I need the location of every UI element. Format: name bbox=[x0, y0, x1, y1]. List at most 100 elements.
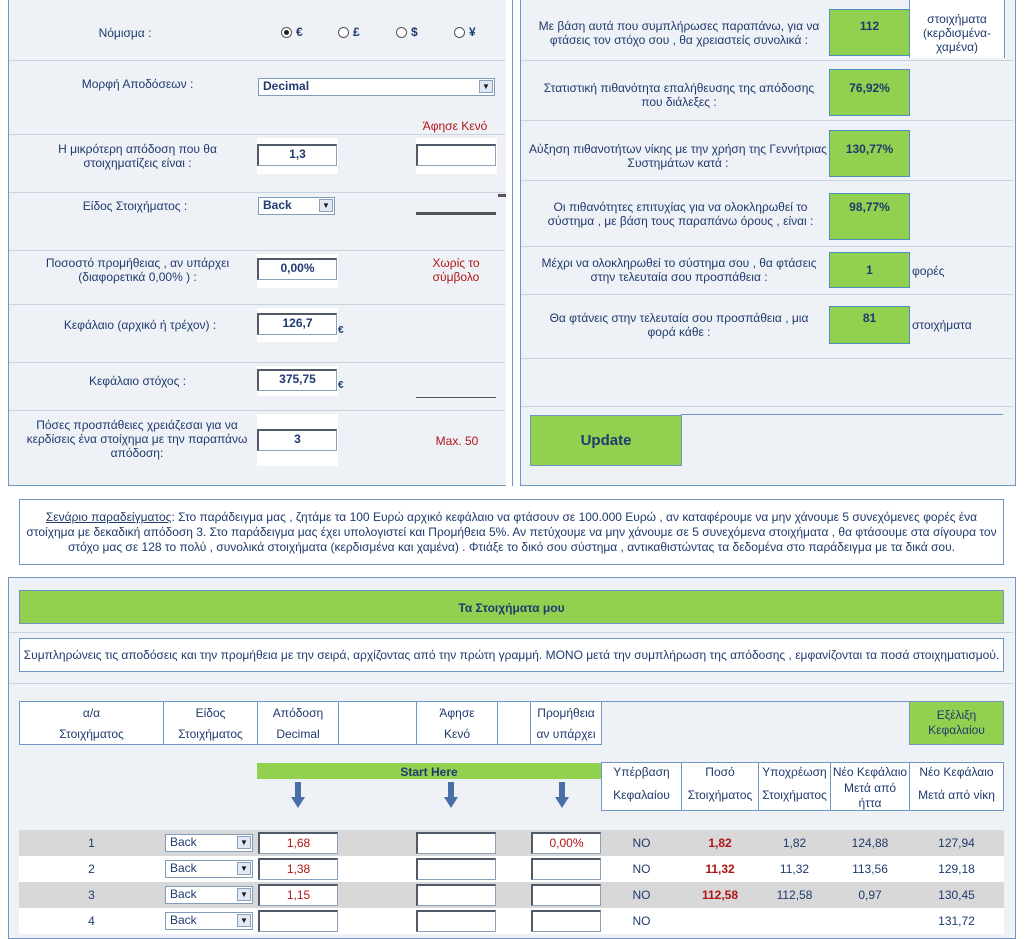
currency-label: Νόμισμα : bbox=[98, 26, 152, 40]
times-unit: φορές bbox=[912, 264, 945, 278]
subheader-win-1: Νέο Κεφάλαιο bbox=[919, 765, 994, 779]
row-blank-input[interactable] bbox=[416, 884, 496, 906]
currency-radio-euro[interactable] bbox=[281, 27, 292, 38]
times-value: 1 bbox=[866, 263, 873, 277]
currency-radio-yen[interactable] bbox=[454, 27, 465, 38]
odds-format-label: Μορφή Αποδόσεων : bbox=[81, 77, 194, 91]
row-bet-type-select[interactable]: Back ▼ bbox=[165, 912, 253, 930]
header-commission-1: Προμήθεια bbox=[537, 706, 595, 720]
subheader-liability-1: Υποχρέωση bbox=[762, 765, 827, 779]
start-here-bar bbox=[257, 763, 601, 779]
example-body: : Στο παράδειγμα μας , ζητάμε τα 100 Ευρ… bbox=[26, 510, 997, 554]
currency-dollar-label: $ bbox=[411, 25, 418, 39]
subheader-amount-1: Ποσό bbox=[705, 765, 735, 779]
header-odds-2: Decimal bbox=[276, 727, 320, 741]
row-blank-input[interactable] bbox=[416, 910, 496, 932]
currency-radio-dollar[interactable] bbox=[396, 27, 407, 38]
row-bet-type-value: Back bbox=[170, 835, 197, 849]
header-evolution-label: Εξέλιξη Κεφαλαίου bbox=[928, 708, 985, 737]
header-commission-2: αν υπάρχει bbox=[536, 727, 596, 741]
row-amount: 11,32 bbox=[705, 862, 735, 876]
row-odds-input[interactable] bbox=[258, 910, 338, 932]
commission-input[interactable]: 0,00% bbox=[257, 258, 337, 280]
bets-title-bar bbox=[19, 590, 1004, 624]
probability-value: 76,92% bbox=[849, 81, 890, 95]
row-bet-type-select[interactable]: Back ▼ bbox=[165, 886, 253, 904]
row-after-win: 129,18 bbox=[938, 862, 975, 876]
chevron-down-icon: ▼ bbox=[237, 862, 251, 875]
results-panel bbox=[520, 0, 1016, 486]
row-amount bbox=[681, 908, 759, 934]
row-after-win: 127,94 bbox=[938, 836, 975, 850]
update-button[interactable]: Update bbox=[530, 415, 682, 466]
header-odds-1: Απόδοση bbox=[272, 706, 324, 720]
attempts-label: Πόσες προσπάθειες χρειάζεσαι για να κερδ… bbox=[26, 418, 248, 460]
row-index: 3 bbox=[88, 888, 95, 902]
header-index-2: Στοιχήματος bbox=[59, 727, 124, 741]
header-blank-1: Άφησε bbox=[439, 706, 475, 720]
row-blank-input[interactable] bbox=[416, 832, 496, 854]
target-input[interactable]: 375,75 bbox=[257, 369, 337, 391]
row-odds-input[interactable]: 1,15 bbox=[258, 884, 338, 906]
chevron-down-icon: ▼ bbox=[479, 80, 493, 93]
header-evolution bbox=[909, 701, 1004, 745]
capital-input[interactable]: 126,7 bbox=[257, 313, 337, 335]
total-bets-box bbox=[829, 9, 910, 56]
total-bets-label: Με βάση αυτά που συμπλήρωσες παραπάνω, γ… bbox=[538, 19, 820, 47]
odds-format-select[interactable]: Decimal ▼ bbox=[258, 78, 495, 96]
success-value: 98,77% bbox=[849, 200, 890, 214]
example-text: Σενάριο παραδείγματος: Στο παράδειγμα μα… bbox=[24, 510, 999, 555]
row-exceed: NO bbox=[632, 862, 651, 876]
row-commission-input[interactable]: 0,00% bbox=[531, 832, 601, 854]
example-box: Σενάριο παραδείγματος: Στο παράδειγμα μα… bbox=[19, 499, 1004, 565]
row-bet-type-value: Back bbox=[170, 887, 197, 901]
row-blank-input[interactable] bbox=[416, 858, 496, 880]
times-label: Μέχρι να ολοκληρωθεί το σύστημα σου , θα… bbox=[541, 256, 817, 284]
min-odds-input[interactable]: 1,3 bbox=[257, 144, 337, 166]
row-liability bbox=[758, 908, 831, 934]
currency-pound-label: £ bbox=[353, 25, 360, 39]
row-commission-input[interactable] bbox=[531, 910, 601, 932]
total-bets-value: 112 bbox=[859, 19, 880, 33]
row-odds-input[interactable]: 1,38 bbox=[258, 858, 338, 880]
chevron-down-icon: ▼ bbox=[237, 914, 251, 927]
increase-label: Αύξηση πιθανοτήτων νίκης με την χρήση τη… bbox=[529, 142, 827, 170]
divider bbox=[416, 397, 496, 398]
probability-label: Στατιστική πιθανότητα επαλήθευσης της απ… bbox=[543, 81, 815, 109]
row-commission-input[interactable] bbox=[531, 884, 601, 906]
header-type-2: Στοιχήματος bbox=[178, 727, 243, 741]
divider bbox=[416, 212, 496, 215]
row-bet-type-select[interactable]: Back ▼ bbox=[165, 834, 253, 852]
commission-label: Ποσοστό προμήθειας , αν υπάρχει (διαφορε… bbox=[45, 256, 230, 284]
subheader-loss-3: ήττα bbox=[858, 796, 882, 810]
leave-blank-input[interactable] bbox=[416, 144, 496, 166]
times-box bbox=[829, 252, 910, 288]
currency-radio-pound[interactable] bbox=[338, 27, 349, 38]
header-index-1: α/α bbox=[82, 706, 101, 720]
row-commission-input[interactable] bbox=[531, 858, 601, 880]
probability-box bbox=[829, 69, 910, 116]
row-odds-input[interactable]: 1,68 bbox=[258, 832, 338, 854]
chevron-down-icon: ▼ bbox=[237, 888, 251, 901]
attempts-input[interactable]: 3 bbox=[257, 429, 337, 451]
increase-value: 130,77% bbox=[845, 142, 894, 156]
success-label: Οι πιθανότητες επιτυχίας για να ολοκληρω… bbox=[547, 200, 814, 228]
subheader-win-2: Μετά από νίκη bbox=[918, 788, 995, 802]
bet-type-select[interactable]: Back ▼ bbox=[258, 197, 335, 215]
chevron-down-icon: ▼ bbox=[319, 199, 333, 212]
row-liability: 1,82 bbox=[782, 836, 807, 850]
min-odds-label: Η μικρότερη απόδοση που θα στοιχηματίζει… bbox=[58, 142, 217, 170]
row-after-loss: 124,88 bbox=[851, 836, 889, 850]
row-index: 4 bbox=[88, 914, 95, 928]
row-bet-type-select[interactable]: Back ▼ bbox=[165, 860, 253, 878]
row-after-loss: 113,56 bbox=[852, 862, 888, 876]
subheader-loss-2: Μετά από bbox=[843, 781, 897, 795]
success-box bbox=[829, 193, 910, 240]
bet-type-label: Είδος Στοιχήματος : bbox=[82, 199, 188, 213]
currency-euro-label: € bbox=[296, 25, 303, 39]
row-bet-type-value: Back bbox=[170, 861, 197, 875]
every-box bbox=[829, 306, 910, 344]
leave-blank-label: Άφησε Κενό bbox=[422, 119, 488, 133]
subheader-exceed-2: Κεφαλαίου bbox=[613, 788, 670, 802]
target-label: Κεφάλαιο στόχος : bbox=[88, 374, 187, 388]
